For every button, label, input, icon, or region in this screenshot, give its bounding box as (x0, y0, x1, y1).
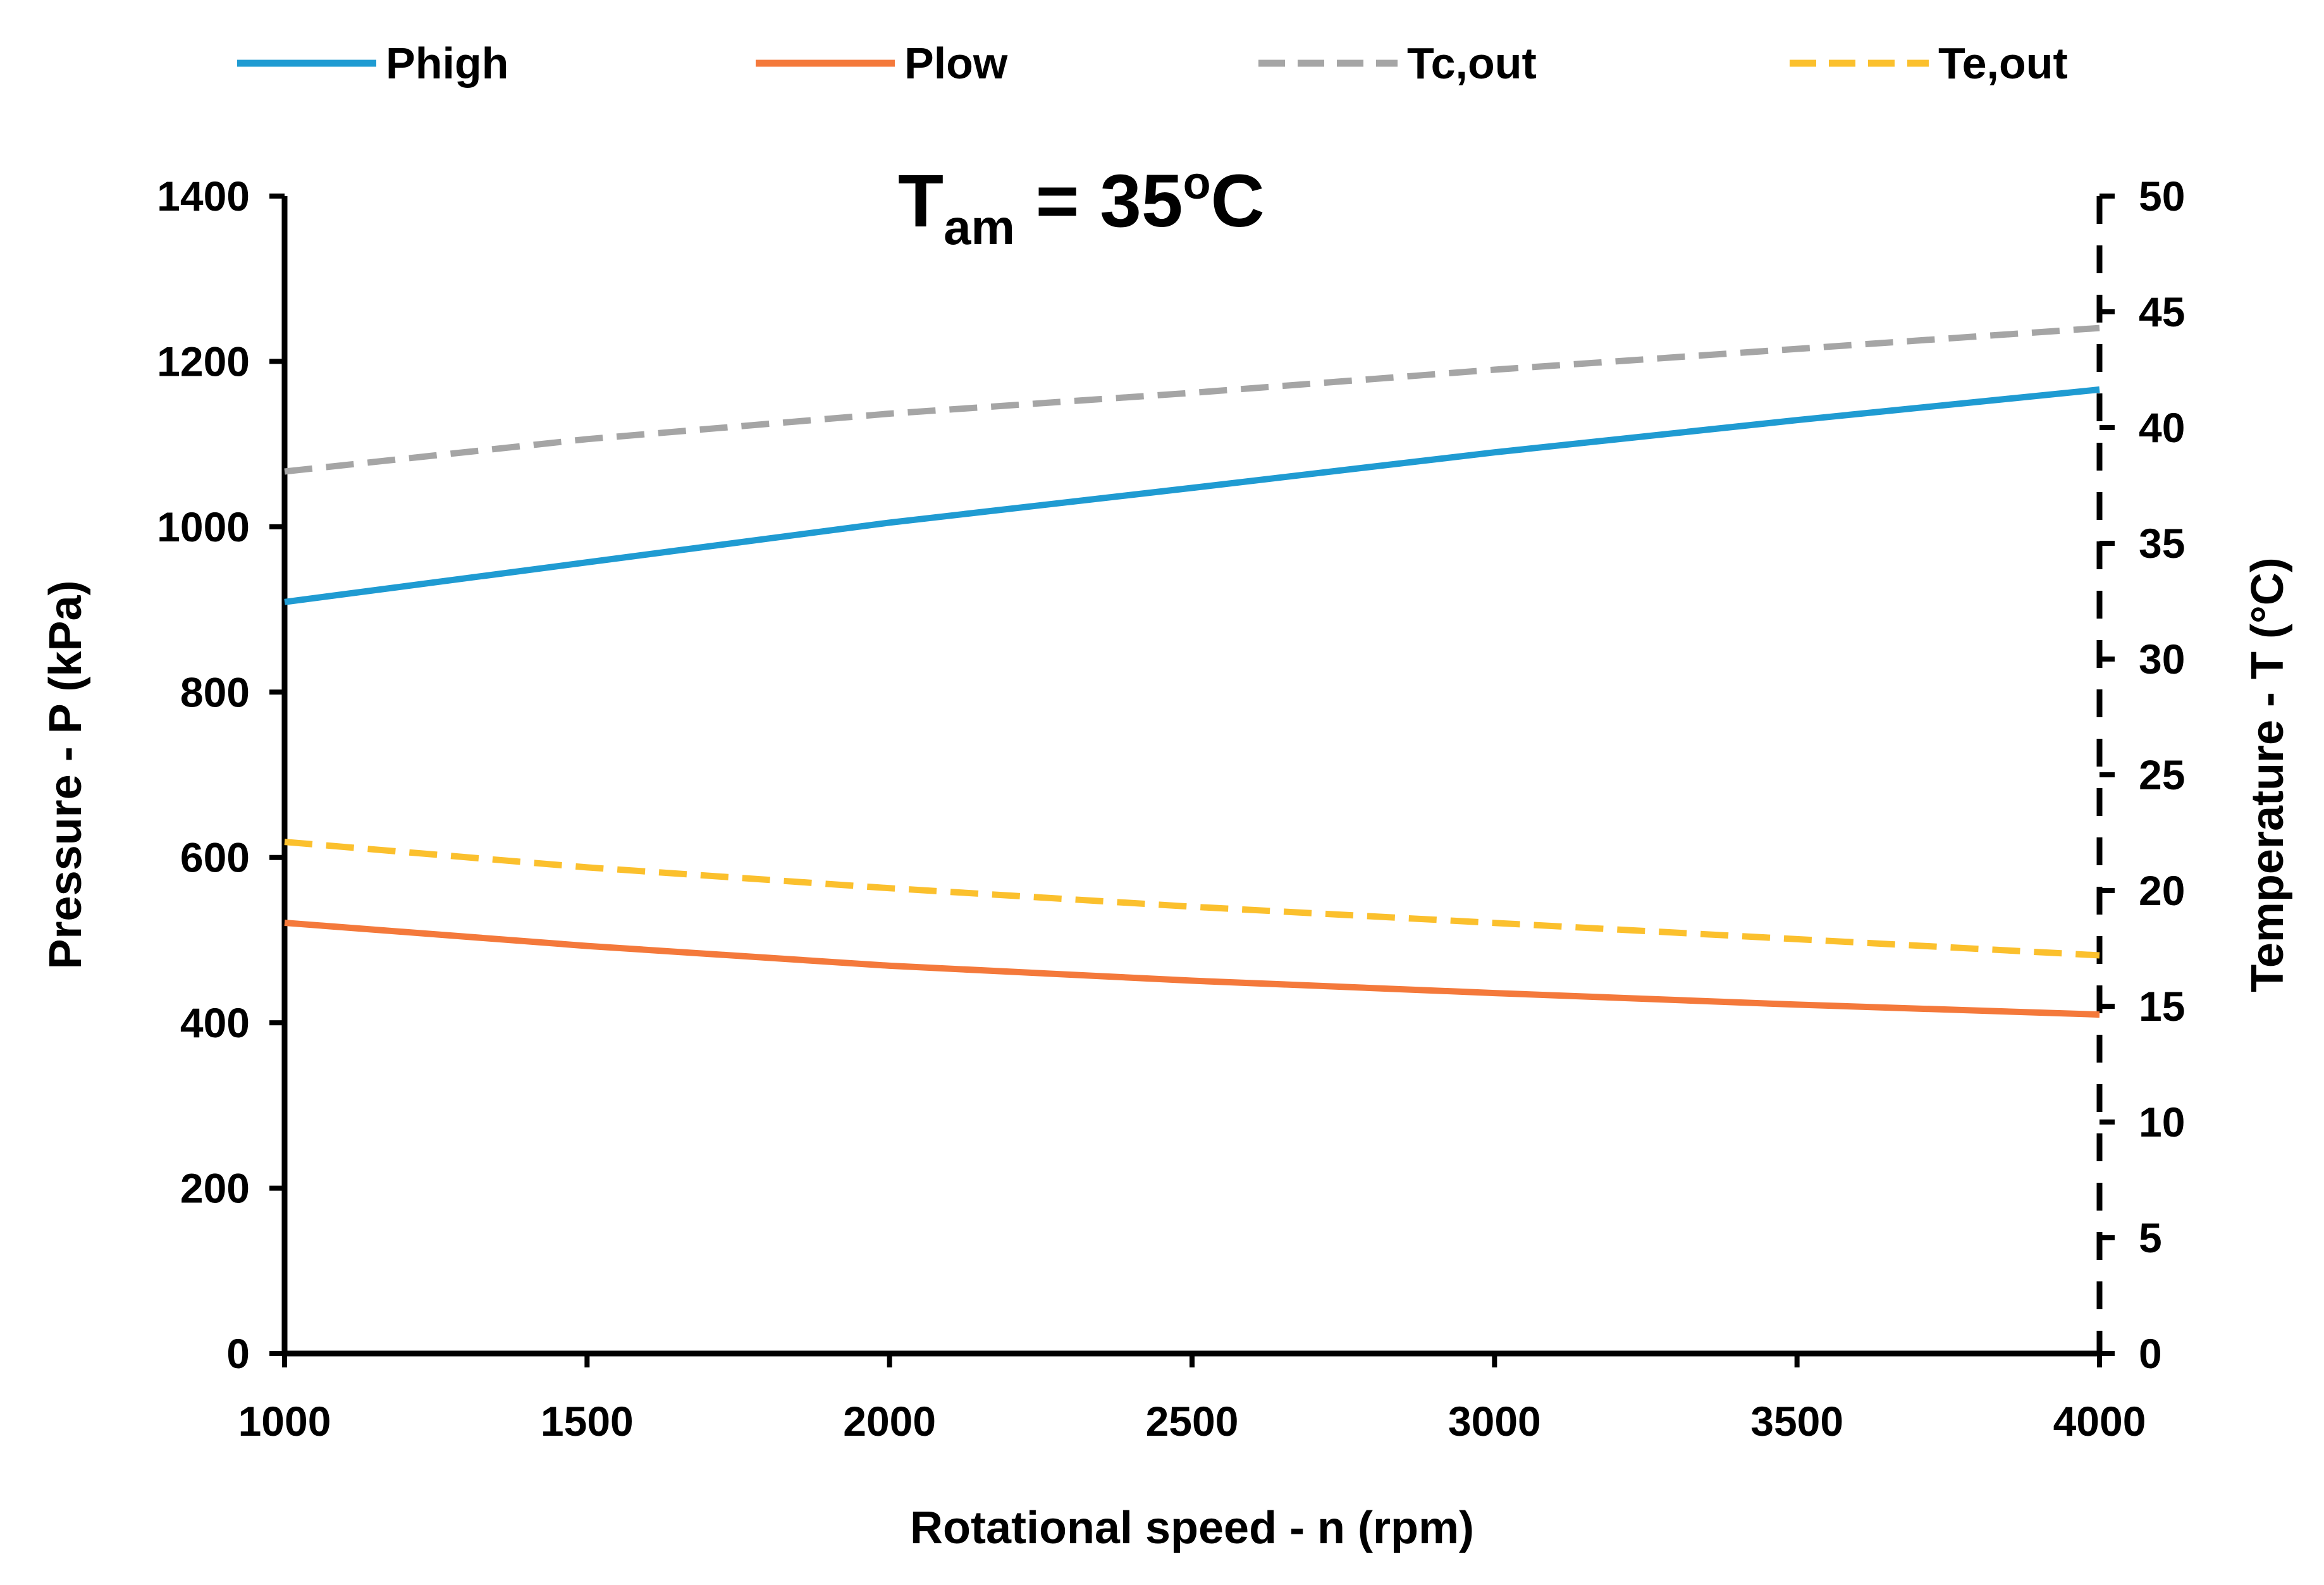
y-tick-label-right: 15 (2139, 983, 2185, 1030)
y-tick-label-left: 1400 (157, 173, 250, 219)
y-tick-label-right: 5 (2139, 1214, 2162, 1261)
series-line-te-out (284, 839, 2100, 959)
y-axis-title-left: Pressure - P (kPa) (40, 581, 91, 970)
x-tick-label: 4000 (2053, 1398, 2146, 1445)
x-tick-label: 2000 (843, 1398, 936, 1445)
axes (269, 194, 2115, 1367)
x-tick-label: 3000 (1448, 1398, 1541, 1445)
y-tick-label-right: 40 (2139, 404, 2185, 451)
y-tick-label-left: 600 (180, 834, 250, 881)
y-tick-label-left: 1000 (157, 503, 250, 550)
y-tick-label-left: 800 (180, 669, 250, 715)
labels: 1000 1500 2000 2500 3000 3500 4000020040060080… (40, 173, 2293, 1553)
legend-label-te-out: Te,out (1938, 39, 2068, 88)
y-tick-label-left: 400 (180, 999, 250, 1046)
y-tick-label-right: 50 (2139, 173, 2185, 219)
x-tick-label: 2500 (1146, 1398, 1239, 1445)
series-line-phigh (284, 386, 2100, 605)
y-tick-label-left: 0 (226, 1330, 250, 1377)
y-tick-label-right: 45 (2139, 288, 2185, 335)
y-tick-label-right: 25 (2139, 751, 2185, 798)
y-tick-label-left: 200 (180, 1165, 250, 1212)
annotation-title: Tam = 35oC (898, 158, 1265, 255)
y-tick-label-right: 35 (2139, 520, 2185, 567)
y-tick-label-right: 20 (2139, 867, 2185, 914)
series-group (284, 324, 2100, 1018)
y-tick-label-left: 1200 (157, 338, 250, 385)
legend-label-tc-out: Tc,out (1407, 39, 1537, 88)
x-tick-label: 1000 (238, 1398, 331, 1445)
x-tick-label: 3500 (1750, 1398, 1843, 1445)
legend: Phigh Plow Tc,out Te,out (237, 39, 2068, 88)
y-tick-label-right: 30 (2139, 636, 2185, 682)
x-tick-label: 1500 (541, 1398, 634, 1445)
legend-label-phigh: Phigh (386, 39, 508, 88)
x-axis-title: Rotational speed - n (rpm) (910, 1503, 1474, 1553)
y-axis-title-right: Temperature - T (°C) (2242, 557, 2293, 992)
legend-label-plow: Plow (904, 39, 1008, 88)
series-line-tc-out (284, 324, 2100, 475)
series-line-plow (284, 920, 2100, 1018)
y-tick-label-right: 0 (2139, 1330, 2162, 1377)
y-tick-label-right: 10 (2139, 1099, 2185, 1145)
